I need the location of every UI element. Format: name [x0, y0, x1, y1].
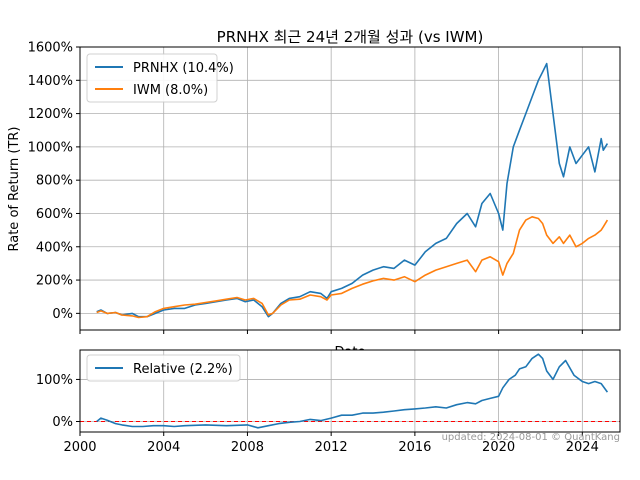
main-y-ticks: 0% 200% 400% 600% 800% 1000% 1200% 1400% 1600%	[28, 41, 80, 322]
xtick-label-2004: 2004	[147, 440, 180, 455]
relative-legend-box	[86, 354, 241, 382]
main-plot: 0% 200% 400% 600% 800% 1000% 1200% 1400% 1600% R…	[7, 41, 621, 360]
watermark-text: updated: 2024-08-01 © QuantKang	[442, 432, 620, 443]
main-x-ticks	[79, 330, 583, 334]
series-line-iwm	[96, 216, 609, 319]
relative-series-line	[96, 353, 609, 429]
series-line-prnhx	[96, 62, 609, 318]
main-ytick-label-1200: 1200%	[28, 107, 73, 122]
series-line-relative	[96, 353, 609, 429]
main-series-lines	[96, 62, 609, 319]
main-ytick-label-1600: 1600%	[28, 41, 73, 56]
main-ytick-label-400: 400%	[36, 240, 73, 255]
main-chart-title: PRNHX 최근 24년 2개월 성과 (vs IWM)	[217, 28, 484, 46]
relative-legend: Relative (2.2%)	[86, 354, 241, 382]
main-ytick-label-200: 200%	[36, 274, 73, 289]
main-ytick-label-1000: 1000%	[28, 140, 73, 155]
main-ytick-label-800: 800%	[36, 174, 73, 189]
relative-plot: 0% 100% 2000 2004 2008 2012 2016 2020 2024 Rela…	[36, 349, 621, 455]
main-plot-frame	[79, 46, 621, 331]
legend-label-iwm: IWM (8.0%)	[133, 83, 208, 98]
relative-y-ticks: 0% 100%	[36, 373, 80, 430]
main-ytick-label-600: 600%	[36, 207, 73, 222]
relative-ytick-label-0: 0%	[52, 415, 73, 430]
relative-plot-frame	[79, 349, 621, 433]
main-y-axis-label: Rate of Return (TR)	[7, 127, 22, 252]
main-legend: PRNHX (10.4%) IWM (8.0%)	[86, 53, 234, 103]
main-ytick-label-0: 0%	[52, 307, 73, 322]
xtick-label-2008: 2008	[231, 440, 264, 455]
xtick-label-2000: 2000	[63, 440, 96, 455]
xtick-label-2016: 2016	[398, 440, 431, 455]
relative-x-ticks: 2000 2004 2008 2012 2016 2020 2024	[63, 432, 599, 455]
xtick-label-2012: 2012	[315, 440, 348, 455]
relative-ytick-label-100: 100%	[36, 373, 73, 388]
legend-label-relative: Relative (2.2%)	[133, 362, 233, 377]
main-ytick-label-1400: 1400%	[28, 74, 73, 89]
legend-label-prnhx: PRNHX (10.4%)	[133, 61, 234, 76]
xtick-label-2024: 2024	[566, 440, 599, 455]
xtick-label-2020: 2020	[482, 440, 515, 455]
